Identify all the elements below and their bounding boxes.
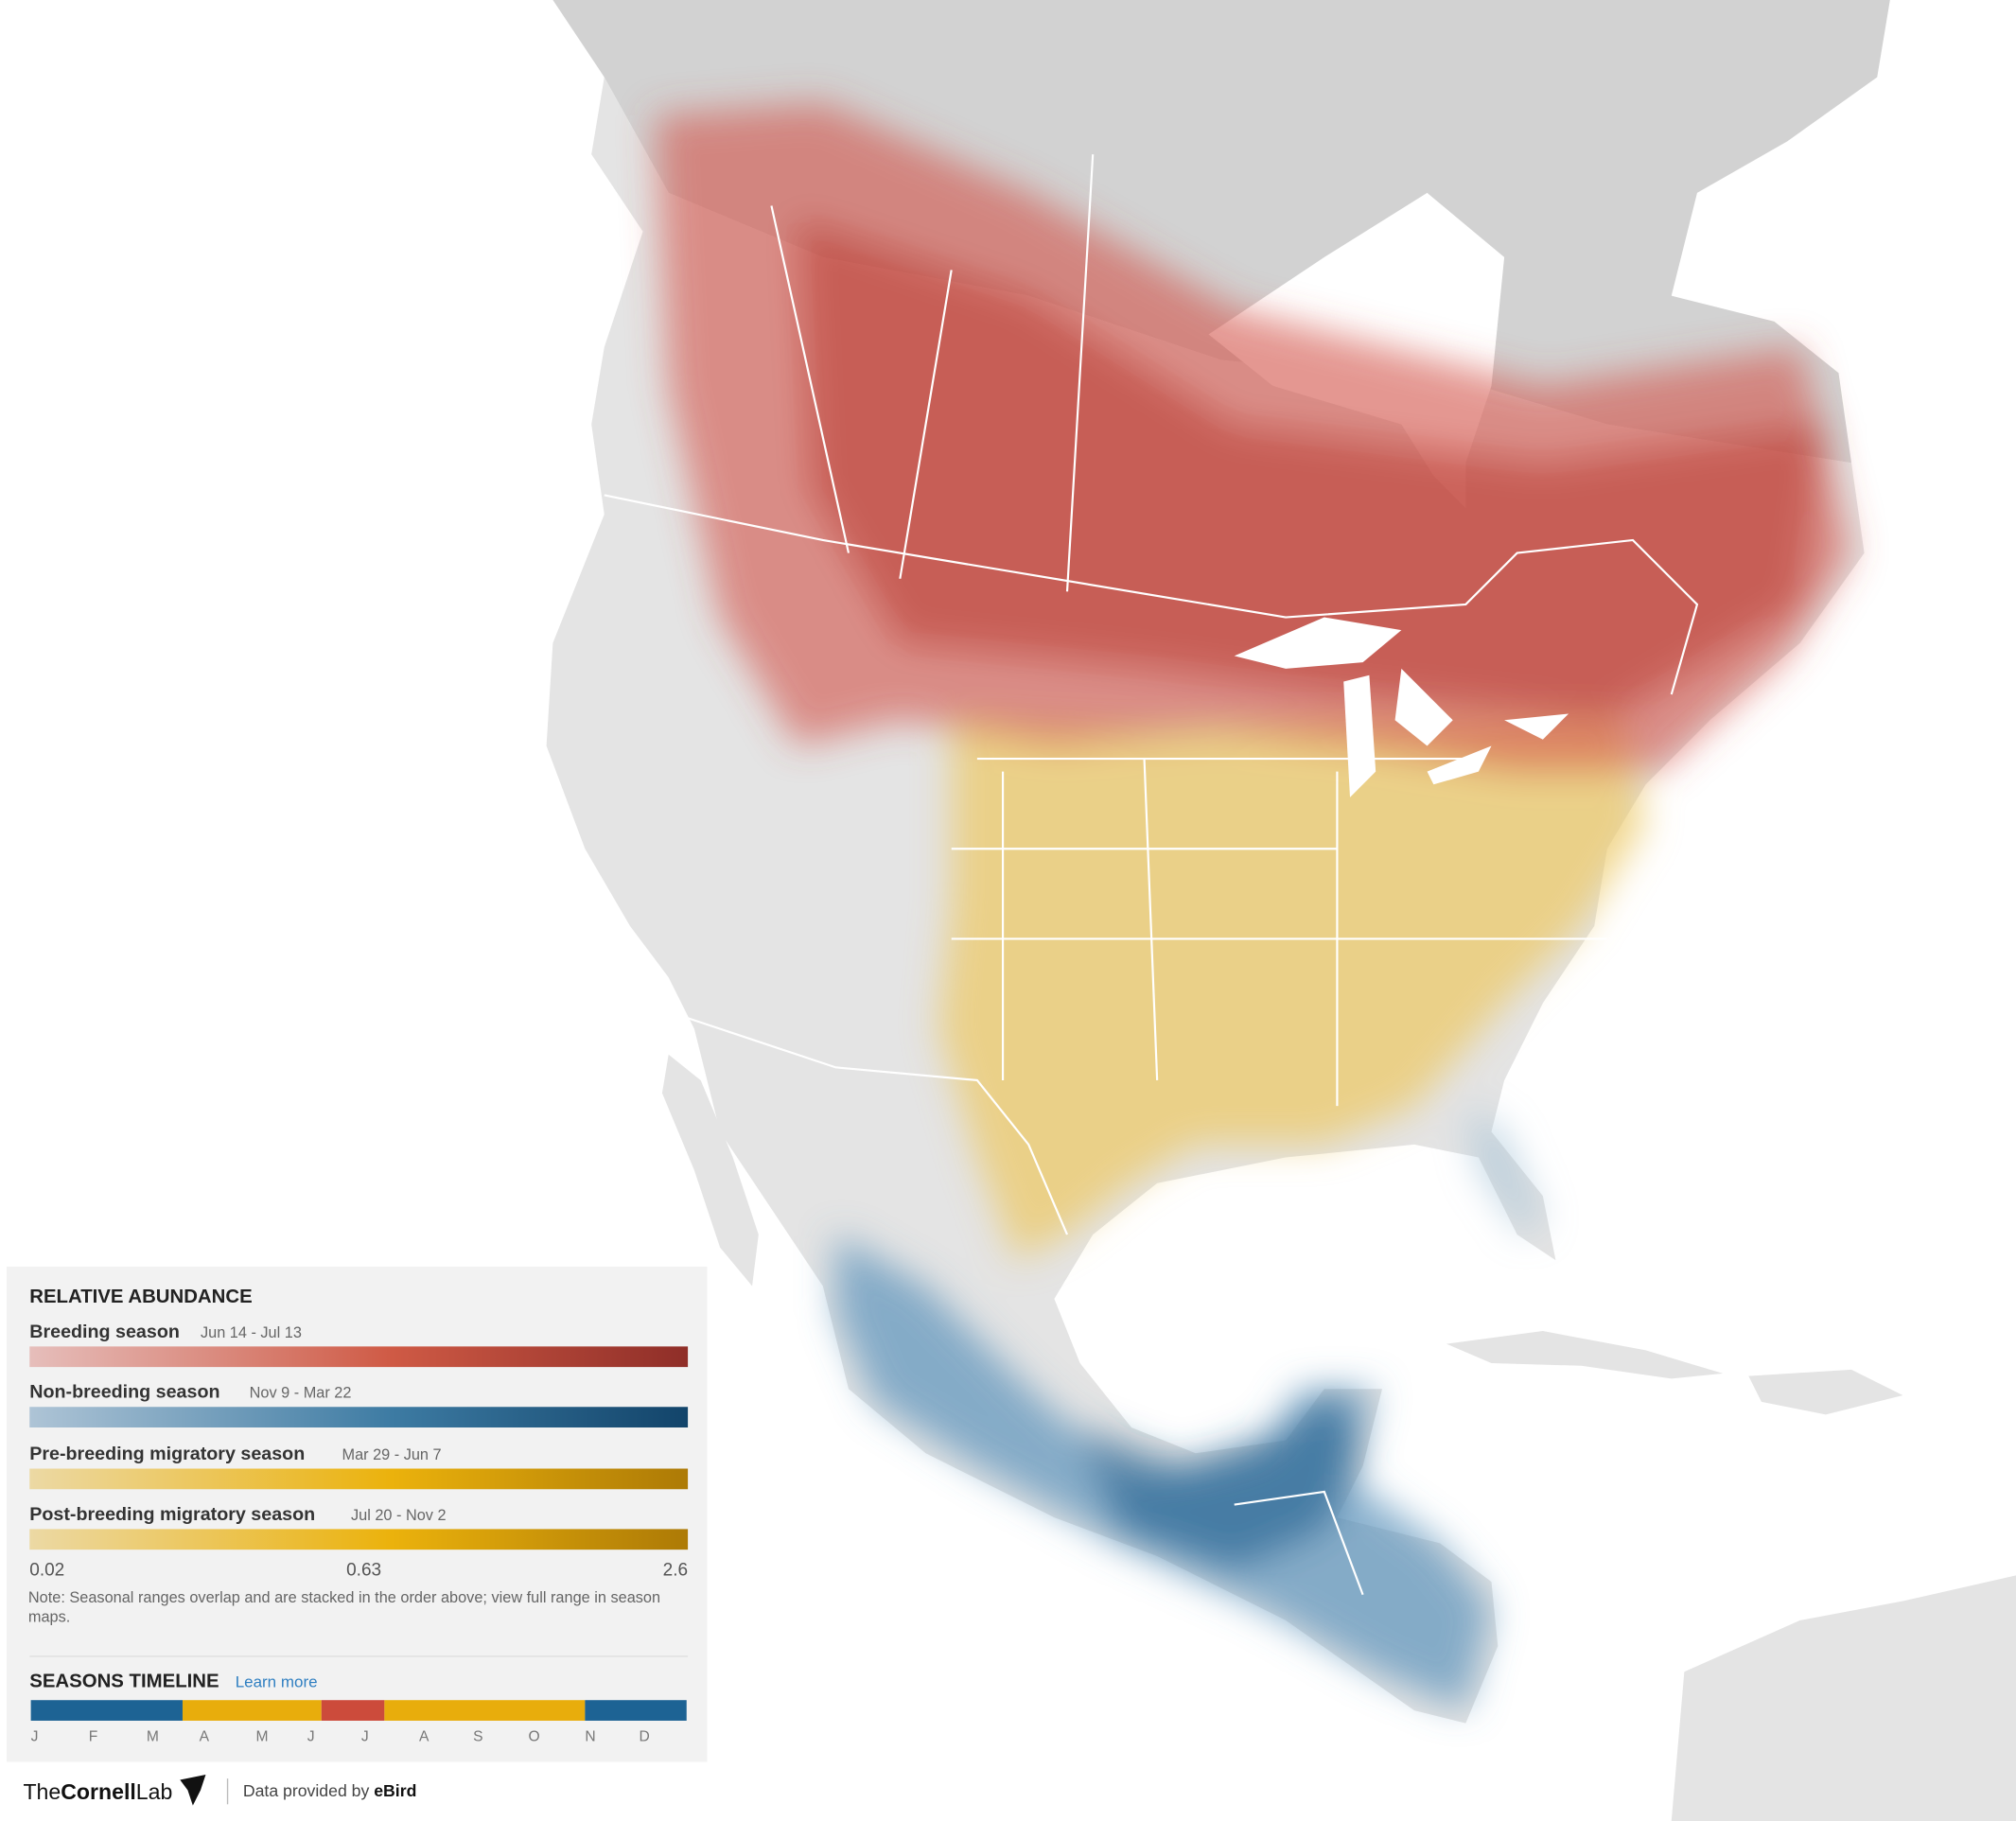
month-label: M [147, 1729, 159, 1745]
month-label: A [419, 1729, 429, 1745]
credit-source: eBird [374, 1781, 416, 1800]
season-dates: Jul 20 - Nov 2 [351, 1507, 447, 1524]
timeline-segment [30, 1700, 183, 1721]
timeline-segment [182, 1700, 322, 1721]
season-name: Non-breeding season [29, 1382, 219, 1403]
timeline-segment [321, 1700, 385, 1721]
scale-label: 0.63 [346, 1560, 381, 1580]
month-label: D [639, 1729, 649, 1745]
pre-breeding-gradient [29, 1468, 689, 1490]
legend-title: RELATIVE ABUNDANCE [29, 1287, 252, 1307]
season-dates: Nov 9 - Mar 22 [250, 1385, 352, 1402]
non-breeding-gradient [29, 1407, 689, 1428]
timeline-title: SEASONS TIMELINE [29, 1672, 219, 1692]
season-dates: Mar 29 - Jun 7 [342, 1446, 442, 1463]
timeline-segment [585, 1700, 687, 1721]
month-label: F [89, 1729, 98, 1745]
season-name: Breeding season [29, 1322, 180, 1342]
timeline-bar [30, 1700, 687, 1721]
legend-panel: RELATIVE ABUNDANCE Breeding season Jun 1… [6, 1267, 708, 1762]
borders [604, 154, 1699, 1596]
legend-note: Note: Seasonal ranges overlap and are st… [27, 1587, 661, 1626]
month-label: S [473, 1729, 482, 1745]
month-label: N [585, 1729, 595, 1745]
month-label: J [361, 1729, 369, 1745]
season-name: Pre-breeding migratory season [29, 1444, 305, 1464]
scale-label: 0.02 [29, 1560, 64, 1580]
learn-more-link[interactable]: Learn more [236, 1673, 318, 1691]
timeline-segment [384, 1700, 586, 1721]
footer: TheCornellLab Data provided by eBird [23, 1775, 416, 1806]
month-label: M [255, 1729, 268, 1745]
month-label: O [529, 1729, 540, 1745]
logo-part: Cornell [61, 1779, 136, 1804]
season-dates: Jun 14 - Jul 13 [201, 1324, 302, 1341]
breeding-gradient [29, 1346, 689, 1368]
credit-text: Data provided by eBird [243, 1781, 417, 1800]
range-layers [656, 102, 1852, 1711]
credit: Data provided by [243, 1781, 370, 1800]
month-label: J [31, 1729, 39, 1745]
note-box: Note: Seasonal ranges overlap and are st… [27, 1587, 661, 1626]
month-label: A [200, 1729, 210, 1745]
logo-part: Lab [136, 1779, 173, 1804]
logo-part: The [23, 1779, 61, 1804]
great-lakes [1234, 617, 1569, 797]
cornell-logo: TheCornellLab [23, 1779, 172, 1804]
scale-label: 2.6 [663, 1560, 688, 1580]
logo-bird [180, 1775, 206, 1806]
season-name: Post-breeding migratory season [29, 1504, 315, 1525]
post-breeding-gradient [29, 1529, 689, 1550]
month-label: J [307, 1729, 315, 1745]
